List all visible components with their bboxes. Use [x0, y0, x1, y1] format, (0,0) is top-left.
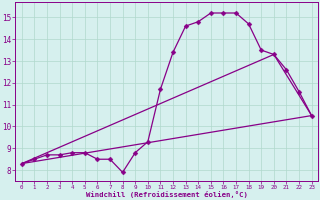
X-axis label: Windchill (Refroidissement éolien,°C): Windchill (Refroidissement éolien,°C) [86, 191, 248, 198]
